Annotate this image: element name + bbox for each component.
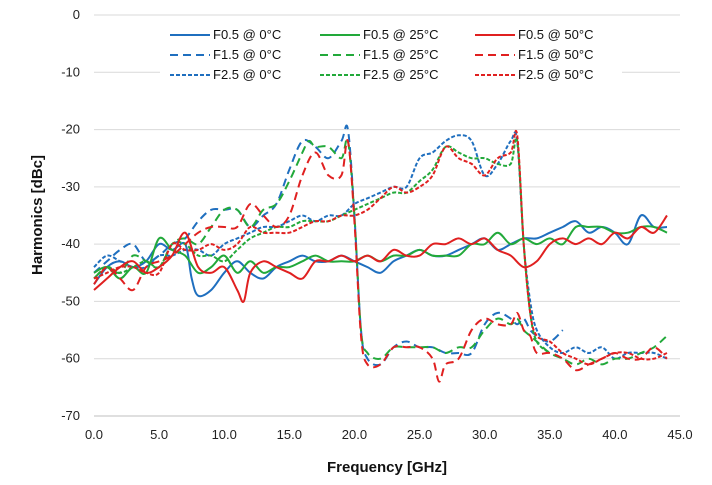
x-tick-label: 20.0 xyxy=(342,427,367,442)
x-tick-label: 5.0 xyxy=(150,427,168,442)
x-tick-label: 45.0 xyxy=(667,427,692,442)
y-tick-label: 0 xyxy=(73,7,80,22)
legend-label: F1.5 @ 25°C xyxy=(363,47,438,62)
series-line-1 xyxy=(93,124,564,367)
x-axis-title: Frequency [GHz] xyxy=(327,459,447,476)
y-tick-label: -20 xyxy=(61,122,80,137)
legend-background xyxy=(160,22,622,88)
legend-label: F0.5 @ 50°C xyxy=(518,27,593,42)
series-line-3 xyxy=(93,224,668,280)
x-tick-label: 30.0 xyxy=(472,427,497,442)
y-tick-label: -70 xyxy=(61,408,80,423)
x-tick-label: 0.0 xyxy=(85,427,103,442)
legend-label: F2.5 @ 0°C xyxy=(213,67,281,82)
series-layer xyxy=(93,124,668,383)
x-tick-label: 35.0 xyxy=(537,427,562,442)
x-tick-label: 25.0 xyxy=(407,427,432,442)
y-axis-title: Harmonics [dBc] xyxy=(29,155,46,275)
legend-label: F1.5 @ 0°C xyxy=(213,47,281,62)
axis-layer: 0 -10 -20 -30 -40 -50 -60 -70 0.0 5.0 10.0 15.0 20.0… xyxy=(61,7,692,442)
y-tick-label: -60 xyxy=(61,351,80,366)
y-tick-label: -40 xyxy=(61,236,80,251)
legend-label: F1.5 @ 50°C xyxy=(518,47,593,62)
y-tick-label: -30 xyxy=(61,179,80,194)
legend-layer: F0.5 @ 0°C F0.5 @ 25°C F0.5 @ 50°C F1.5 @ 0… xyxy=(160,22,622,88)
series-line-0 xyxy=(93,214,668,298)
series-line-8 xyxy=(93,129,668,366)
x-tick-label: 15.0 xyxy=(277,427,302,442)
y-tick-label: -50 xyxy=(61,293,80,308)
legend-label: F2.5 @ 25°C xyxy=(363,67,438,82)
legend-label: F2.5 @ 50°C xyxy=(518,67,593,82)
series-line-7 xyxy=(93,139,668,383)
legend-label: F0.5 @ 0°C xyxy=(213,27,281,42)
series-line-6 xyxy=(93,214,668,303)
x-tick-label: 10.0 xyxy=(212,427,237,442)
x-tick-label: 40.0 xyxy=(602,427,627,442)
legend-label: F0.5 @ 25°C xyxy=(363,27,438,42)
y-tick-label: -10 xyxy=(61,64,80,79)
